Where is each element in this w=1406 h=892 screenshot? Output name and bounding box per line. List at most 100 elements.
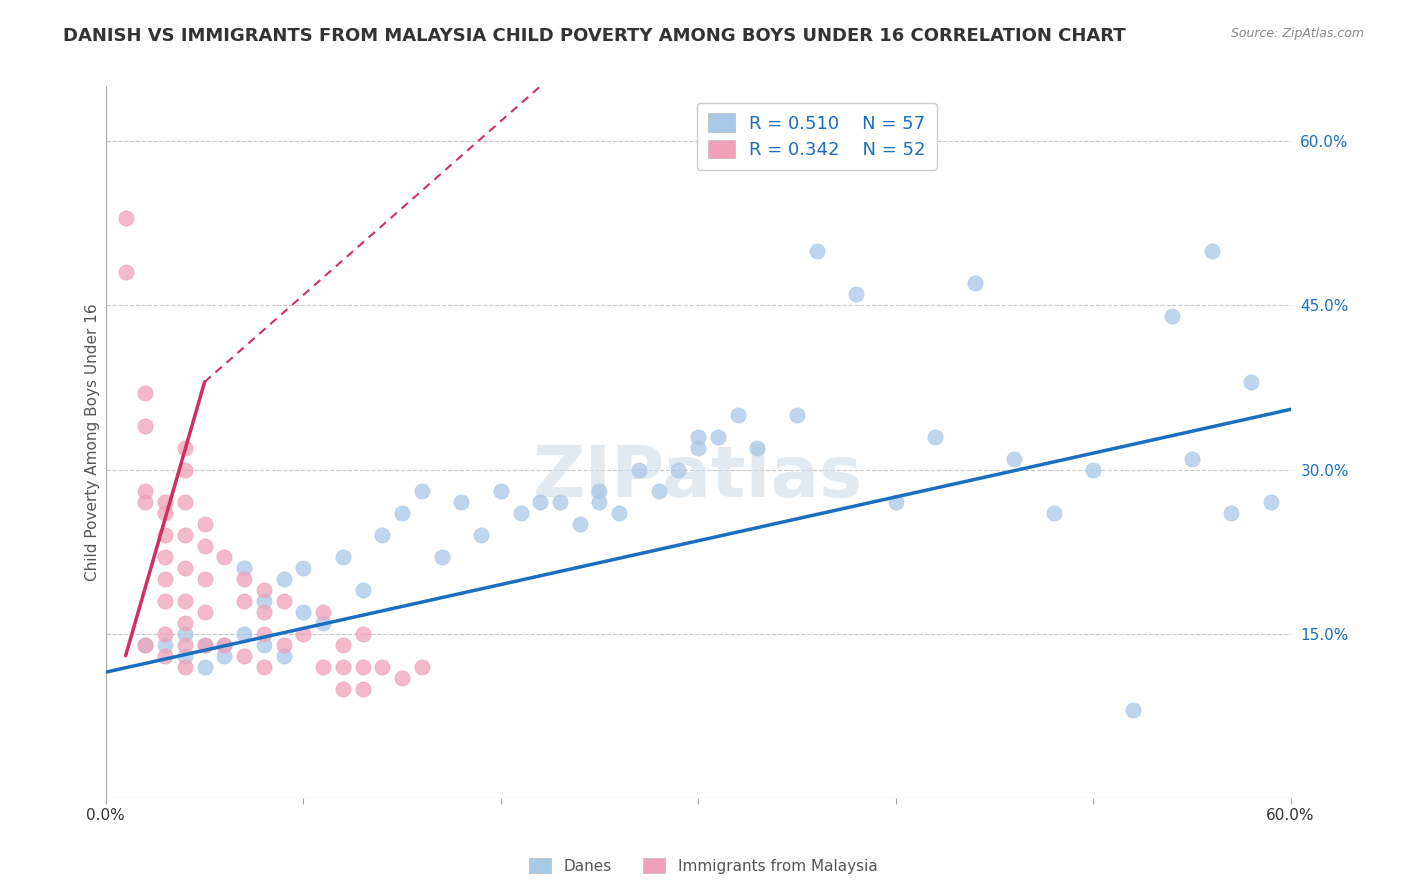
Point [806,244,828,258]
Point [214,550,236,565]
Point [134,484,156,499]
Legend: R = 0.510    N = 57, R = 0.342    N = 52: R = 0.510 N = 57, R = 0.342 N = 52 [697,103,936,170]
Point [233,594,256,608]
Point [588,495,610,509]
Point [411,484,433,499]
Point [134,418,156,433]
Point [153,550,176,565]
Point [924,430,946,444]
Point [411,659,433,673]
Point [1220,507,1243,521]
Point [153,594,176,608]
Point [153,495,176,509]
Point [194,572,217,586]
Point [391,671,413,685]
Point [253,594,276,608]
Point [588,484,610,499]
Point [1042,507,1064,521]
Point [173,495,195,509]
Text: DANISH VS IMMIGRANTS FROM MALAYSIA CHILD POVERTY AMONG BOYS UNDER 16 CORRELATION: DANISH VS IMMIGRANTS FROM MALAYSIA CHILD… [63,27,1126,45]
Point [153,638,176,652]
Point [312,605,335,619]
Point [352,582,374,597]
Point [134,638,156,652]
Point [194,539,217,553]
Point [332,550,354,565]
Point [1002,451,1025,466]
Point [173,462,195,476]
Point [194,517,217,532]
Point [273,638,295,652]
Point [963,277,986,291]
Point [173,627,195,641]
Point [114,211,136,225]
Point [727,408,749,422]
Point [648,484,671,499]
Point [194,659,217,673]
Point [153,648,176,663]
Point [688,441,710,455]
Point [489,484,512,499]
Point [194,638,217,652]
Point [548,495,571,509]
Point [332,681,354,696]
Point [253,627,276,641]
Point [253,638,276,652]
Point [332,659,354,673]
Point [845,287,868,301]
Point [214,638,236,652]
Point [884,495,907,509]
Point [1260,495,1282,509]
Point [509,507,531,521]
Legend: Danes, Immigrants from Malaysia: Danes, Immigrants from Malaysia [523,852,883,880]
Point [273,572,295,586]
Point [233,648,256,663]
Point [253,582,276,597]
Point [352,681,374,696]
Point [668,462,690,476]
Point [292,627,315,641]
Point [1181,451,1204,466]
Point [707,430,730,444]
Point [173,561,195,575]
Point [1161,310,1184,324]
Point [153,528,176,542]
Point [134,386,156,401]
Point [371,659,394,673]
Point [352,627,374,641]
Point [747,441,769,455]
Point [173,615,195,630]
Point [194,605,217,619]
Y-axis label: Child Poverty Among Boys Under 16: Child Poverty Among Boys Under 16 [86,303,100,581]
Point [312,615,335,630]
Point [292,605,315,619]
Point [430,550,453,565]
Point [312,659,335,673]
Point [153,627,176,641]
Point [253,605,276,619]
Point [214,638,236,652]
Point [688,430,710,444]
Point [134,495,156,509]
Point [233,572,256,586]
Point [371,528,394,542]
Text: ZIPatlas: ZIPatlas [533,443,863,512]
Point [153,507,176,521]
Point [114,265,136,279]
Point [253,659,276,673]
Point [233,627,256,641]
Point [292,561,315,575]
Point [470,528,492,542]
Point [153,572,176,586]
Point [627,462,650,476]
Point [391,507,413,521]
Point [273,648,295,663]
Point [352,659,374,673]
Point [173,528,195,542]
Point [273,594,295,608]
Point [233,561,256,575]
Point [173,648,195,663]
Point [786,408,808,422]
Point [568,517,591,532]
Point [214,648,236,663]
